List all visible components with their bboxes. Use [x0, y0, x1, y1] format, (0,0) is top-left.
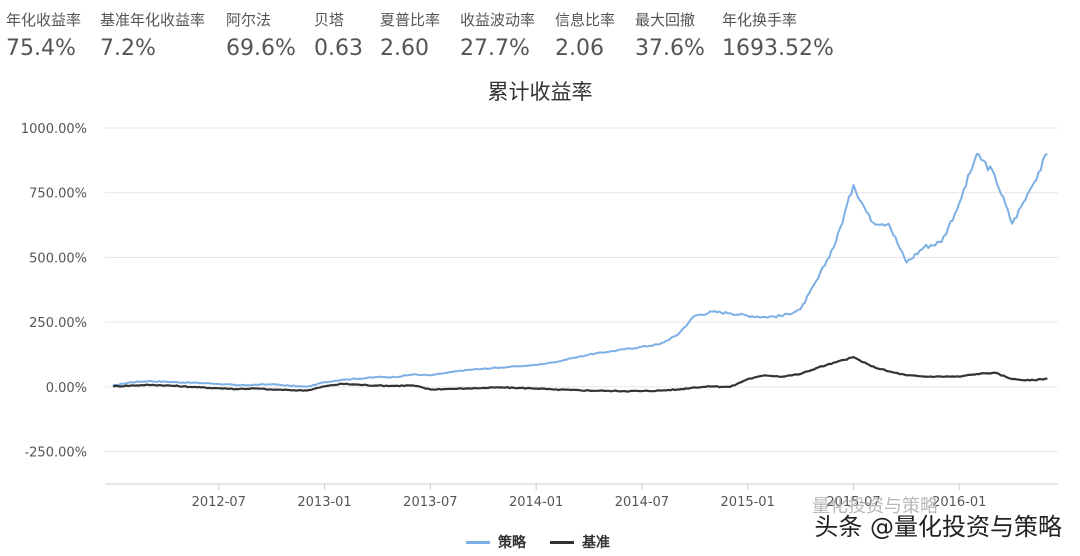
y-tick-label: 1000.00% — [21, 122, 87, 137]
metric-annual-return: 年化收益率 75.4% — [6, 10, 81, 66]
metric-label: 收益波动率 — [460, 11, 536, 29]
metric-information-ratio: 信息比率 2.06 — [555, 10, 615, 66]
legend-item-benchmark[interactable]: 基准 — [550, 532, 610, 552]
metric-alpha: 阿尔法 69.6% — [226, 10, 296, 66]
metric-label: 年化换手率 — [722, 11, 798, 29]
metric-label: 阿尔法 — [226, 11, 272, 29]
x-tick-label: 2015-01 — [721, 495, 775, 510]
x-tick-label: 2012-07 — [192, 495, 246, 510]
legend-item-strategy[interactable]: 策略 — [466, 532, 526, 552]
legend-label-benchmark: 基准 — [582, 535, 610, 551]
y-tick-label: 500.00% — [29, 251, 87, 266]
metric-label: 贝塔 — [314, 11, 345, 29]
watermark-faint: 量化投资与策略 — [812, 496, 938, 517]
y-tick-label: 250.00% — [29, 316, 87, 331]
metric-volatility: 收益波动率 27.7% — [460, 10, 535, 66]
x-tick-label: 2014-01 — [509, 495, 563, 510]
metric-value: 7.2% — [100, 36, 156, 61]
metric-beta: 贝塔 0.63 — [314, 10, 363, 66]
metric-label: 基准年化收益率 — [100, 11, 206, 29]
metric-benchmark-annual-return: 基准年化收益率 7.2% — [100, 10, 205, 66]
metric-label: 年化收益率 — [6, 11, 82, 29]
x-tick-label: 2013-01 — [297, 495, 351, 510]
x-tick-label: 2015-07 — [826, 495, 880, 510]
x-tick-label: 2013-07 — [403, 495, 457, 510]
series-line-benchmark — [112, 356, 1048, 393]
series-line-strategy — [112, 152, 1048, 388]
metric-label: 信息比率 — [555, 11, 616, 29]
metric-value: 2.60 — [380, 36, 429, 61]
y-tick-label: 750.00% — [29, 187, 87, 202]
metric-value: 27.7% — [460, 36, 530, 61]
watermark: 头条 @量化投资与策略 — [814, 513, 1062, 541]
metrics-bar: 年化收益率 75.4% 基准年化收益率 7.2% 阿尔法 69.6% 贝塔 0.… — [0, 0, 1080, 72]
x-tick-label: 2014-07 — [615, 495, 669, 510]
chart-legend: 策略 基准 — [0, 532, 1080, 554]
x-tick-label: 2016-01 — [932, 495, 986, 510]
metric-max-drawdown: 最大回撤 37.6% — [635, 10, 705, 66]
metric-value: 1693.52% — [722, 36, 834, 61]
legend-label-strategy: 策略 — [498, 535, 526, 551]
metric-turnover: 年化换手率 1693.52% — [722, 10, 834, 66]
metric-value: 37.6% — [635, 36, 705, 61]
metric-label: 最大回撤 — [635, 11, 696, 29]
metric-sharpe: 夏普比率 2.60 — [380, 10, 440, 66]
metric-label: 夏普比率 — [380, 11, 441, 29]
y-tick-label: 0.00% — [46, 381, 87, 396]
legend-swatch-benchmark — [550, 540, 574, 544]
metric-value: 75.4% — [6, 36, 76, 61]
metric-value: 0.63 — [314, 36, 363, 61]
metric-value: 69.6% — [226, 36, 296, 61]
chart-title: 累计收益率 — [487, 80, 593, 104]
legend-swatch-strategy — [466, 540, 490, 544]
metric-value: 2.06 — [555, 36, 604, 61]
y-tick-label: -250.00% — [24, 446, 87, 461]
